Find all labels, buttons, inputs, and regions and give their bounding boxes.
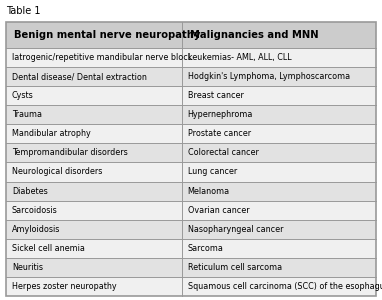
Text: Leukemias- AML, ALL, CLL: Leukemias- AML, ALL, CLL: [188, 53, 291, 62]
Text: Benign mental nerve neuropathy: Benign mental nerve neuropathy: [14, 30, 201, 40]
Bar: [6, 48, 182, 67]
Bar: [6, 22, 182, 48]
Bar: [182, 258, 376, 277]
Text: Sarcoidosis: Sarcoidosis: [12, 206, 58, 215]
Bar: [6, 182, 182, 201]
Bar: [6, 86, 182, 105]
Text: Nasopharyngeal cancer: Nasopharyngeal cancer: [188, 225, 283, 234]
Bar: [182, 48, 376, 67]
Text: Hodgkin's Lymphoma, Lymphoscarcoma: Hodgkin's Lymphoma, Lymphoscarcoma: [188, 72, 350, 81]
Bar: [6, 258, 182, 277]
Text: Squamous cell carcinoma (SCC) of the esophagus: Squamous cell carcinoma (SCC) of the eso…: [188, 282, 382, 291]
Bar: [6, 67, 182, 86]
Bar: [6, 239, 182, 258]
Bar: [182, 201, 376, 220]
Text: Melanoma: Melanoma: [188, 187, 230, 196]
Bar: [182, 182, 376, 201]
Text: Trauma: Trauma: [12, 110, 42, 119]
Bar: [6, 143, 182, 163]
Bar: [182, 105, 376, 124]
Text: Neuritis: Neuritis: [12, 263, 43, 272]
Bar: [182, 239, 376, 258]
Bar: [6, 201, 182, 220]
Bar: [6, 163, 182, 182]
Bar: [6, 220, 182, 239]
Bar: [182, 22, 376, 48]
Bar: [182, 163, 376, 182]
Bar: [182, 143, 376, 163]
Text: Cysts: Cysts: [12, 91, 34, 100]
Text: Dental disease/ Dental extraction: Dental disease/ Dental extraction: [12, 72, 147, 81]
Text: Sickel cell anemia: Sickel cell anemia: [12, 244, 85, 253]
Text: Sarcoma: Sarcoma: [188, 244, 223, 253]
Bar: [182, 220, 376, 239]
Text: Amyloidosis: Amyloidosis: [12, 225, 60, 234]
Text: Lung cancer: Lung cancer: [188, 167, 237, 176]
Text: Mandibular atrophy: Mandibular atrophy: [12, 129, 91, 138]
Text: Malignancies and MNN: Malignancies and MNN: [190, 30, 318, 40]
Text: Colorectal cancer: Colorectal cancer: [188, 148, 259, 158]
Bar: [182, 67, 376, 86]
Text: Prostate cancer: Prostate cancer: [188, 129, 251, 138]
Bar: [182, 124, 376, 143]
Bar: [6, 124, 182, 143]
Text: Diabetes: Diabetes: [12, 187, 48, 196]
Text: Table 1: Table 1: [6, 6, 40, 16]
Text: Hypernephroma: Hypernephroma: [188, 110, 253, 119]
Text: Breast cancer: Breast cancer: [188, 91, 244, 100]
Text: Reticulum cell sarcoma: Reticulum cell sarcoma: [188, 263, 282, 272]
Text: Herpes zoster neuropathy: Herpes zoster neuropathy: [12, 282, 117, 291]
Bar: [6, 105, 182, 124]
Text: Neurological disorders: Neurological disorders: [12, 167, 102, 176]
Text: Iatrogenic/repetitive mandibular nerve block: Iatrogenic/repetitive mandibular nerve b…: [12, 53, 193, 62]
Bar: [6, 277, 182, 296]
Text: Tempromandibular disorders: Tempromandibular disorders: [12, 148, 128, 158]
Bar: [182, 86, 376, 105]
Text: Ovarian cancer: Ovarian cancer: [188, 206, 249, 215]
Bar: [182, 277, 376, 296]
